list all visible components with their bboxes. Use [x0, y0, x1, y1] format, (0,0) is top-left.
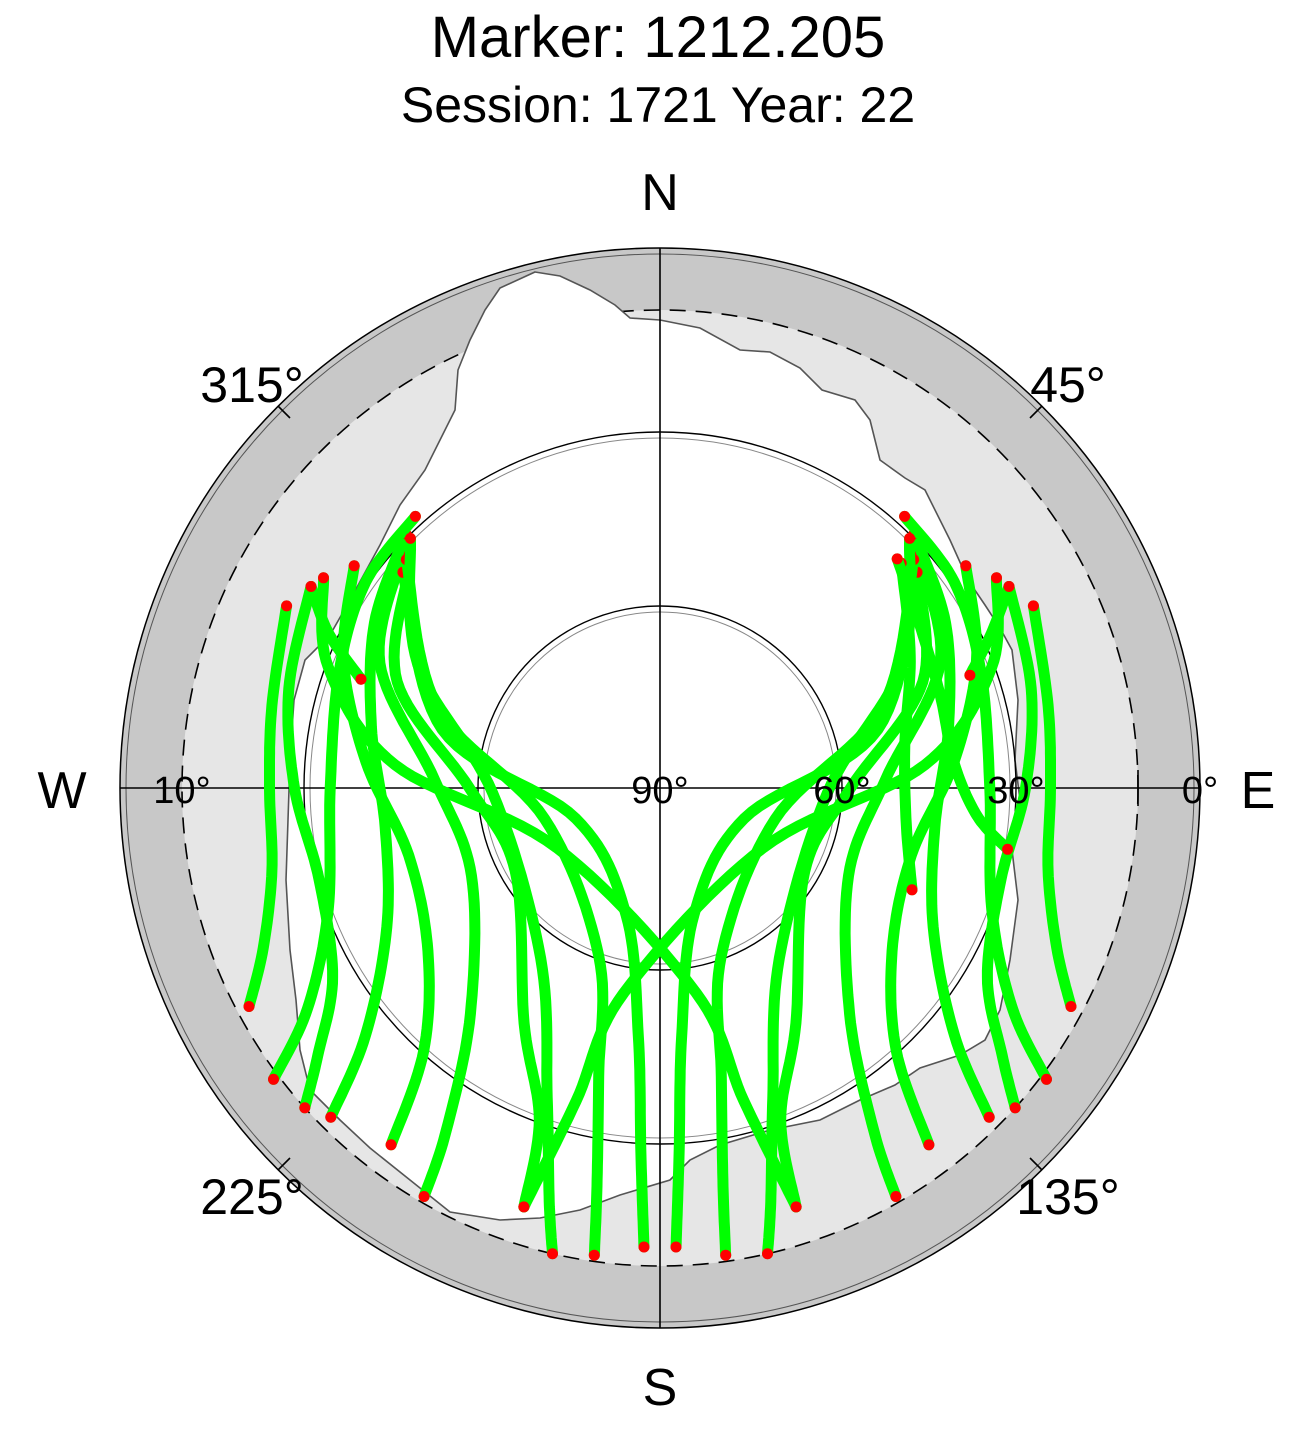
satellite-track: [325, 528, 412, 1123]
tick-225: [277, 1157, 291, 1171]
track-end-point: [983, 1111, 995, 1123]
satellite-track: [403, 532, 558, 1260]
track-end-point: [790, 1201, 802, 1213]
track-start-point: [318, 572, 329, 584]
track-start-point: [1027, 600, 1039, 612]
track-end-point: [588, 1249, 600, 1261]
satellite-track: [964, 581, 1015, 681]
track-end-point: [325, 1111, 337, 1123]
track-start-point: [991, 572, 1002, 584]
track-start-point: [281, 600, 293, 612]
track-start-point: [899, 510, 911, 522]
satellite-tracks: [243, 510, 1077, 1261]
satellite-track: [268, 510, 421, 1085]
elevation-label-30: 30°: [987, 770, 1044, 812]
track-end-point: [638, 1241, 650, 1253]
track-end-point: [720, 1249, 732, 1261]
elevation-label-60: 60°: [813, 770, 870, 812]
track-end-point: [1002, 843, 1014, 855]
track-end-point: [355, 673, 367, 685]
elevation-label-90: 90°: [631, 770, 688, 812]
azimuth-label-45: 45°: [1030, 357, 1106, 413]
track-start-point: [305, 581, 317, 592]
track-start-point: [409, 510, 421, 522]
satellite-track: [895, 557, 918, 896]
compass-west: W: [37, 762, 86, 820]
azimuth-label-225: 225°: [200, 1169, 303, 1225]
satellite-track: [839, 550, 947, 1202]
track-end-point: [518, 1201, 530, 1213]
track-start-point: [1003, 581, 1015, 592]
satellite-track: [373, 550, 481, 1202]
track-start-point: [404, 532, 416, 544]
track-end-point: [547, 1248, 558, 1260]
track-end-point: [418, 1191, 430, 1202]
track-end-point: [243, 1001, 255, 1012]
satellite-track: [908, 528, 995, 1123]
satellite-track: [891, 553, 1014, 855]
chart-title: Marker: 1212.205: [430, 5, 886, 70]
track-end-point: [906, 884, 918, 896]
chart-subtitle: Session: 1721 Year: 22: [400, 77, 916, 133]
satellite-track: [518, 572, 1004, 1213]
track-start-point: [960, 560, 972, 572]
track-end-point: [299, 1102, 311, 1114]
tick-45: [1029, 405, 1043, 419]
track-end-point: [1041, 1073, 1052, 1085]
satellite-track: [981, 581, 1038, 1114]
tick-135: [1029, 1157, 1043, 1171]
track-end-point: [268, 1073, 279, 1085]
tick-315: [277, 405, 291, 419]
compass-east: E: [1241, 762, 1276, 820]
track-end-point: [762, 1248, 773, 1260]
elevation-label-0: 0°: [1182, 770, 1218, 812]
azimuth-label-315: 315°: [200, 357, 303, 413]
satellite-track: [899, 510, 1052, 1085]
track-end-point: [1065, 1001, 1077, 1012]
track-end-point: [964, 669, 976, 681]
track-end-point: [923, 1139, 935, 1151]
satellite-track: [316, 572, 802, 1213]
satellite-track: [1027, 600, 1077, 1012]
track-start-point: [891, 553, 903, 565]
satellite-track: [762, 532, 917, 1260]
track-start-point: [348, 560, 360, 572]
elevation-label-10: 10°: [153, 770, 210, 812]
satellite-track: [282, 581, 339, 1114]
satellite-track: [305, 581, 367, 685]
compass-north: N: [641, 164, 679, 222]
satellite-track: [243, 600, 293, 1012]
azimuth-label-135: 135°: [1016, 1169, 1119, 1225]
track-end-point: [890, 1191, 902, 1202]
track-start-point: [904, 532, 916, 544]
compass-south: S: [643, 1359, 678, 1417]
track-end-point: [1009, 1102, 1021, 1114]
track-end-point: [385, 1139, 397, 1151]
track-end-point: [670, 1241, 682, 1253]
